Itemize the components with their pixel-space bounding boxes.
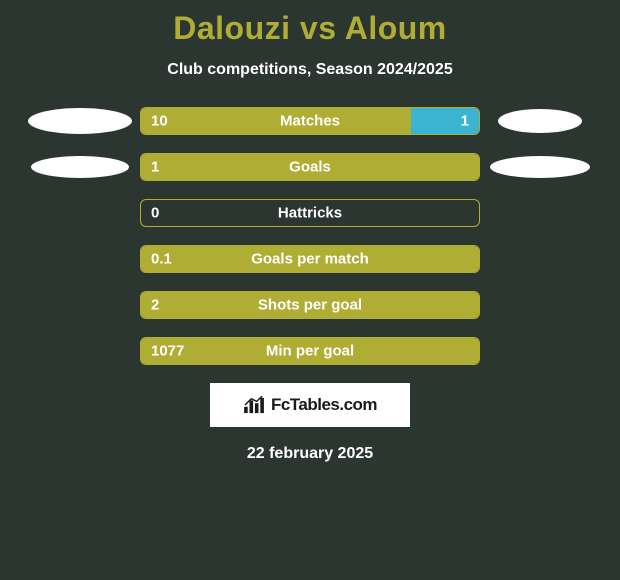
comparison-card: Dalouzi vs Aloum Club competitions, Seas… [0, 0, 620, 580]
stat-bar: 2 Shots per goal [140, 291, 480, 319]
stat-row: 1077 Min per goal [0, 337, 620, 365]
ellipse-right-wrap [480, 109, 600, 133]
stat-label: Hattricks [278, 205, 342, 222]
stat-value-left: 1 [151, 159, 159, 176]
bar-chart-icon [243, 396, 265, 414]
ellipse-left [28, 108, 132, 134]
stats-rows: 10 1 Matches 1 Goals 0 Hattricks 0.1 Goals per m… [0, 107, 620, 365]
stat-value-left: 0.1 [151, 251, 172, 268]
stat-bar: 1077 Min per goal [140, 337, 480, 365]
ellipse-left-wrap [20, 108, 140, 134]
subtitle: Club competitions, Season 2024/2025 [0, 61, 620, 79]
ellipse-left [31, 156, 129, 178]
stat-value-left: 0 [151, 205, 159, 222]
stat-value-right: 1 [461, 113, 469, 130]
ellipse-right-wrap [480, 156, 600, 178]
stat-value-left: 1077 [151, 343, 184, 360]
stat-bar: 0.1 Goals per match [140, 245, 480, 273]
stat-row: 1 Goals [0, 153, 620, 181]
stat-label: Goals per match [251, 251, 369, 268]
stat-bar: 1 Goals [140, 153, 480, 181]
bar-left-fill [141, 108, 411, 134]
stat-row: 10 1 Matches [0, 107, 620, 135]
stat-bar: 10 1 Matches [140, 107, 480, 135]
ellipse-right [498, 109, 582, 133]
stat-row: 2 Shots per goal [0, 291, 620, 319]
stat-value-left: 10 [151, 113, 168, 130]
stat-row: 0 Hattricks [0, 199, 620, 227]
stat-label: Goals [289, 159, 331, 176]
source-logo: FcTables.com [210, 383, 410, 427]
comparison-date: 22 february 2025 [0, 445, 620, 463]
logo-text: FcTables.com [271, 395, 377, 415]
stat-value-left: 2 [151, 297, 159, 314]
stat-bar: 0 Hattricks [140, 199, 480, 227]
stat-label: Shots per goal [258, 297, 362, 314]
stat-label: Min per goal [266, 343, 354, 360]
stat-row: 0.1 Goals per match [0, 245, 620, 273]
ellipse-right [490, 156, 590, 178]
ellipse-left-wrap [20, 156, 140, 178]
page-title: Dalouzi vs Aloum [0, 10, 620, 47]
stat-label: Matches [280, 113, 340, 130]
